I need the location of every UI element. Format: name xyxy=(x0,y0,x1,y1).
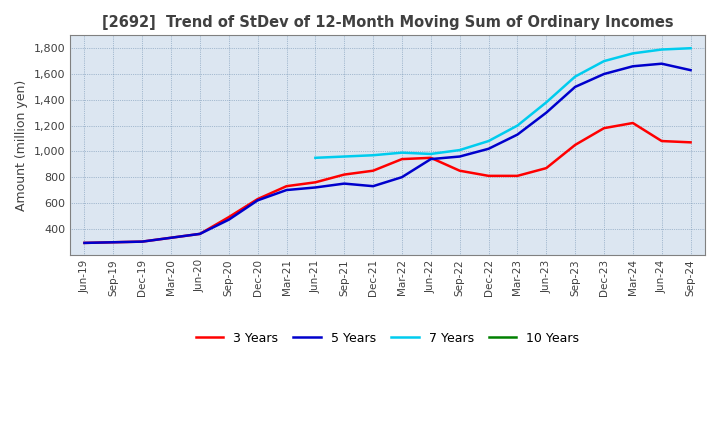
3 Years xyxy=(196,231,204,237)
7 Years xyxy=(686,46,695,51)
5 Years xyxy=(686,67,695,73)
5 Years xyxy=(369,183,377,189)
Y-axis label: Amount (million yen): Amount (million yen) xyxy=(15,79,28,211)
7 Years xyxy=(600,59,608,64)
3 Years xyxy=(686,140,695,145)
Line: 7 Years: 7 Years xyxy=(315,48,690,158)
5 Years xyxy=(253,198,262,203)
3 Years xyxy=(426,155,435,161)
Legend: 3 Years, 5 Years, 7 Years, 10 Years: 3 Years, 5 Years, 7 Years, 10 Years xyxy=(191,326,584,349)
7 Years xyxy=(542,100,551,105)
3 Years xyxy=(311,180,320,185)
5 Years xyxy=(397,175,406,180)
3 Years xyxy=(397,157,406,162)
7 Years xyxy=(311,155,320,161)
3 Years xyxy=(455,168,464,173)
3 Years xyxy=(282,183,291,189)
5 Years xyxy=(513,132,522,137)
Title: [2692]  Trend of StDev of 12-Month Moving Sum of Ordinary Incomes: [2692] Trend of StDev of 12-Month Moving… xyxy=(102,15,673,30)
3 Years xyxy=(340,172,348,177)
5 Years xyxy=(657,61,666,66)
5 Years xyxy=(311,185,320,190)
3 Years xyxy=(657,139,666,144)
3 Years xyxy=(167,235,176,240)
3 Years xyxy=(80,240,89,246)
5 Years xyxy=(485,146,493,151)
7 Years xyxy=(629,51,637,56)
3 Years xyxy=(629,121,637,126)
5 Years xyxy=(225,217,233,222)
3 Years xyxy=(109,240,117,245)
7 Years xyxy=(657,47,666,52)
3 Years xyxy=(138,239,146,244)
3 Years xyxy=(542,165,551,171)
3 Years xyxy=(485,173,493,179)
3 Years xyxy=(571,142,580,147)
7 Years xyxy=(455,147,464,153)
5 Years xyxy=(109,240,117,245)
5 Years xyxy=(542,110,551,115)
3 Years xyxy=(225,214,233,220)
5 Years xyxy=(600,71,608,77)
5 Years xyxy=(340,181,348,186)
3 Years xyxy=(600,125,608,131)
5 Years xyxy=(455,154,464,159)
7 Years xyxy=(485,139,493,144)
5 Years xyxy=(167,235,176,240)
5 Years xyxy=(426,157,435,162)
5 Years xyxy=(138,239,146,244)
7 Years xyxy=(571,74,580,79)
7 Years xyxy=(340,154,348,159)
5 Years xyxy=(196,231,204,237)
3 Years xyxy=(253,196,262,202)
5 Years xyxy=(629,64,637,69)
3 Years xyxy=(369,168,377,173)
7 Years xyxy=(513,123,522,128)
Line: 3 Years: 3 Years xyxy=(84,123,690,243)
Line: 5 Years: 5 Years xyxy=(84,64,690,243)
5 Years xyxy=(571,84,580,90)
7 Years xyxy=(369,153,377,158)
5 Years xyxy=(282,187,291,193)
7 Years xyxy=(426,151,435,157)
7 Years xyxy=(397,150,406,155)
5 Years xyxy=(80,240,89,246)
3 Years xyxy=(513,173,522,179)
